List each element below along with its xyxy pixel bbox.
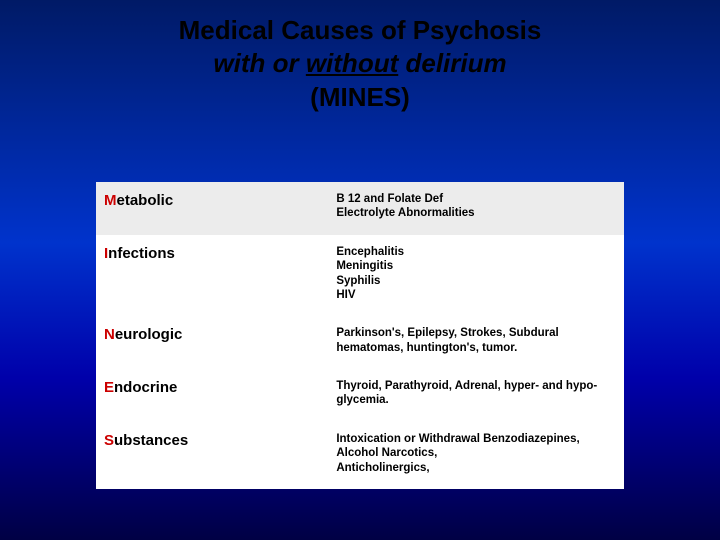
table-row: NeurologicParkinson's, Epilepsy, Strokes…: [96, 316, 624, 369]
title-line-2: with or without delirium: [0, 47, 720, 80]
category-cell: Endocrine: [96, 369, 328, 422]
details-cell: Thyroid, Parathyroid, Adrenal, hyper- an…: [328, 369, 624, 422]
category-cell: Neurologic: [96, 316, 328, 369]
category-rest: eurologic: [115, 326, 183, 343]
table-row: MetabolicB 12 and Folate DefElectrolyte …: [96, 182, 624, 235]
table-row: EndocrineThyroid, Parathyroid, Adrenal, …: [96, 369, 624, 422]
details-cell: B 12 and Folate DefElectrolyte Abnormali…: [328, 182, 624, 235]
table-row: SubstancesIntoxication or Withdrawal Ben…: [96, 422, 624, 489]
category-cell: Substances: [96, 422, 328, 489]
category-highlight-letter: M: [104, 192, 117, 209]
category-cell: Metabolic: [96, 182, 328, 235]
slide-title: Medical Causes of Psychosis with or with…: [0, 0, 720, 114]
category-highlight-letter: S: [104, 432, 114, 449]
category-highlight-letter: E: [104, 379, 114, 396]
category-rest: nfections: [108, 245, 175, 262]
category-rest: etabolic: [117, 192, 174, 209]
details-cell: Intoxication or Withdrawal Benzodiazepin…: [328, 422, 624, 489]
title-line-1: Medical Causes of Psychosis: [0, 14, 720, 47]
mines-table: MetabolicB 12 and Folate DefElectrolyte …: [96, 182, 624, 489]
table-row: InfectionsEncephalitisMeningitisSyphilis…: [96, 235, 624, 317]
category-rest: ubstances: [114, 432, 188, 449]
category-rest: ndocrine: [114, 379, 177, 396]
title-line-2-prefix: with or: [213, 48, 305, 78]
details-cell: Parkinson's, Epilepsy, Strokes, Subdural…: [328, 316, 624, 369]
category-highlight-letter: N: [104, 326, 115, 343]
details-cell: EncephalitisMeningitisSyphilisHIV: [328, 235, 624, 317]
title-line-2-underlined: without: [306, 48, 398, 78]
title-line-2-suffix: delirium: [398, 48, 506, 78]
mines-table-container: MetabolicB 12 and Folate DefElectrolyte …: [96, 182, 624, 489]
category-cell: Infections: [96, 235, 328, 317]
title-line-3: (MINES): [0, 81, 720, 114]
